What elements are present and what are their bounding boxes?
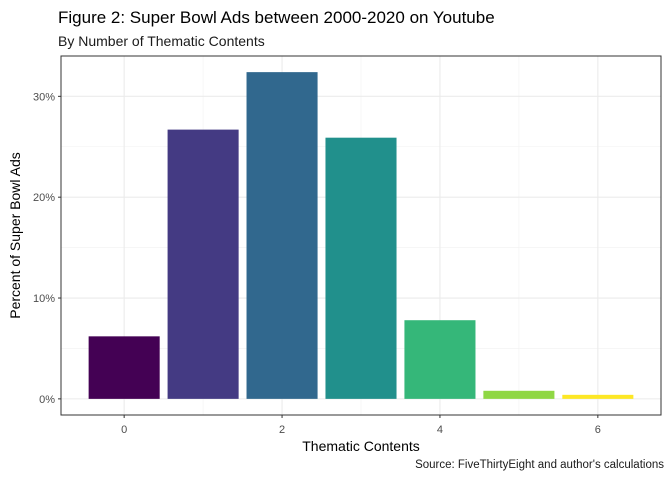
x-tick-label: 0 — [121, 424, 127, 436]
bar-3 — [325, 137, 397, 399]
plot-panel-border — [60, 55, 662, 416]
chart-caption: Source: FiveThirtyEight and author's cal… — [415, 459, 664, 471]
chart-subtitle: By Number of Thematic Contents — [58, 33, 265, 49]
y-axis-title: Percent of Super Bowl Ads — [7, 152, 23, 319]
x-axis: 0 2 4 6 — [121, 415, 601, 436]
y-axis: 0% 10% 20% 30% — [33, 91, 61, 406]
bar-2 — [246, 72, 318, 399]
x-tick-label: 6 — [595, 424, 601, 436]
bar-1 — [167, 129, 239, 399]
x-tick-label: 2 — [279, 424, 285, 436]
bar-6 — [562, 394, 634, 399]
y-tick-label: 0% — [39, 394, 55, 406]
y-tick-label: 10% — [33, 293, 55, 305]
x-tick-label: 4 — [437, 424, 443, 436]
bar-5 — [483, 390, 555, 399]
y-tick-label: 20% — [33, 192, 55, 204]
bar-4 — [404, 320, 476, 399]
bars — [88, 72, 634, 399]
chart-title: Figure 2: Super Bowl Ads between 2000-20… — [58, 8, 495, 27]
x-axis-title: Thematic Contents — [302, 438, 420, 454]
y-tick-label: 30% — [33, 91, 55, 103]
bar-0 — [88, 336, 160, 399]
